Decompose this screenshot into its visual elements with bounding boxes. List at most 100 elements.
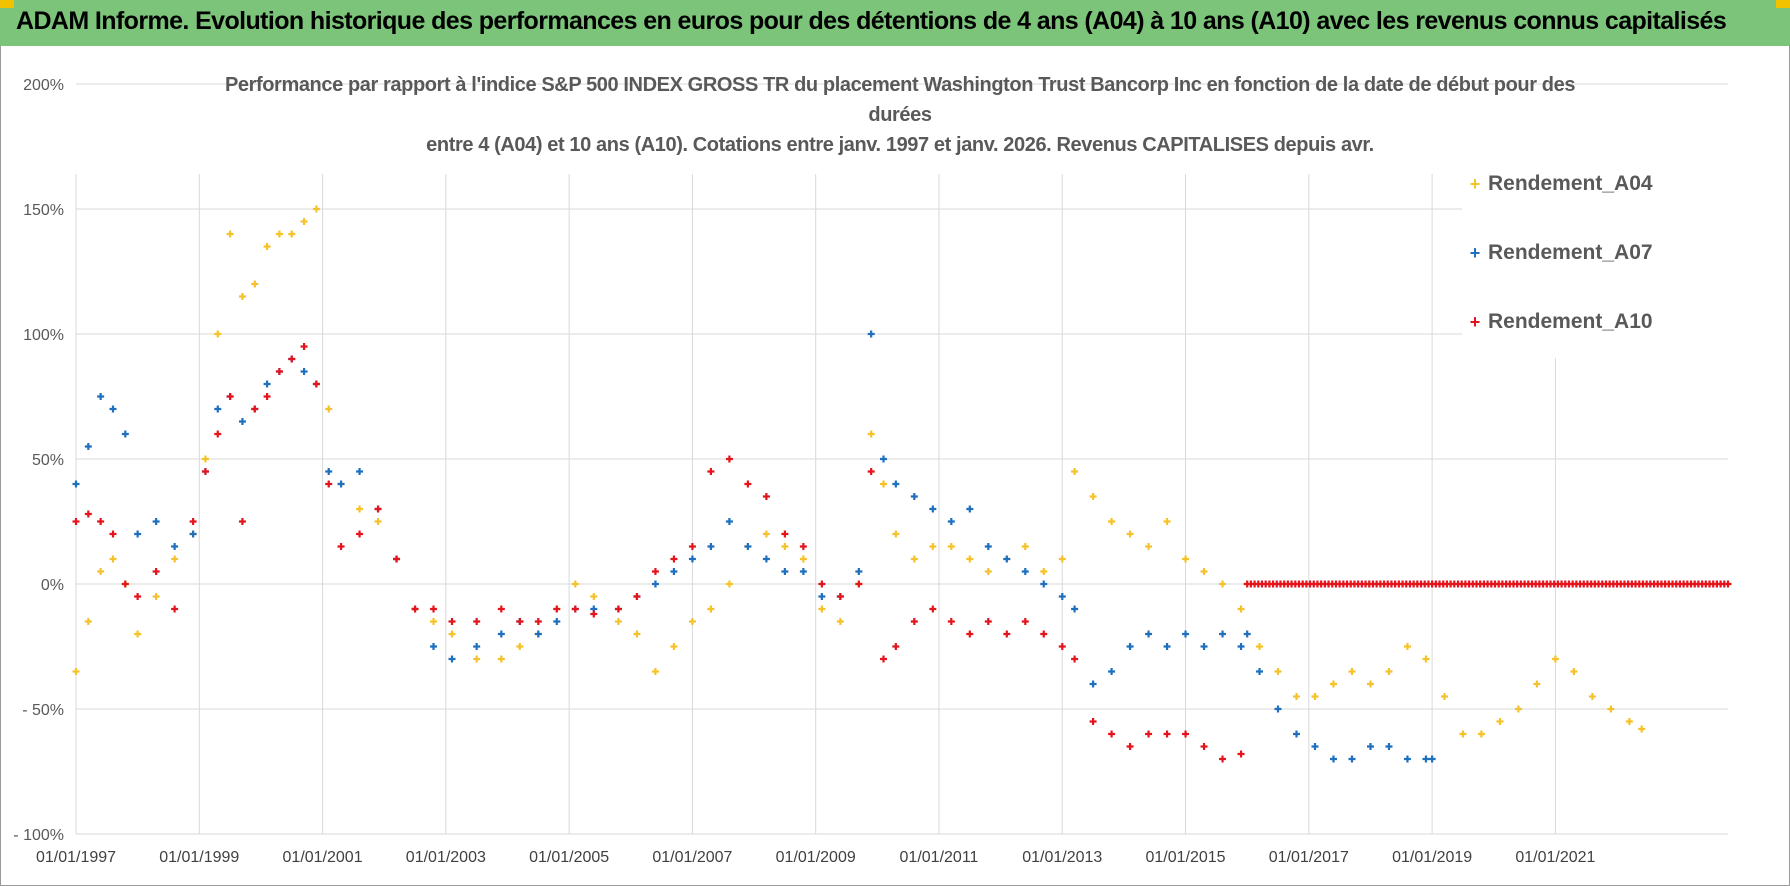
series-1-point-56 — [1003, 555, 1011, 563]
series-2-point-24 — [411, 605, 419, 613]
series-0-point-29 — [516, 643, 524, 650]
series-0-point-80 — [1440, 693, 1448, 700]
series-0-point-71 — [1274, 668, 1282, 675]
series-1-point-47 — [855, 568, 863, 575]
series-1-point-38 — [688, 555, 696, 563]
series-2-point-45 — [818, 580, 826, 588]
series-0-point-85 — [1533, 680, 1541, 688]
series-0-point-1 — [84, 618, 92, 625]
series-1-point-55 — [984, 543, 992, 550]
series-0-point-59 — [1058, 555, 1066, 563]
series-2-point-42 — [762, 493, 770, 500]
series-2-point-61 — [1089, 718, 1097, 725]
x-tick-label-12: 01/01/2021 — [1515, 849, 1595, 866]
series-1-point-74 — [1311, 743, 1319, 750]
series-1-point-45 — [818, 593, 826, 600]
series-2-point-7 — [171, 605, 179, 613]
series-1-point-50 — [892, 480, 900, 488]
series-0-point-18 — [312, 205, 320, 213]
x-tick-label-5: 01/01/2007 — [652, 849, 732, 866]
legend-label-a04: Rendement_A04 — [1488, 172, 1653, 195]
series-2-point-59 — [1058, 643, 1066, 650]
series-1-point-5 — [134, 530, 142, 538]
series-1-point-49 — [880, 455, 888, 463]
series-1-point-62 — [1108, 668, 1116, 675]
series-0-point-87 — [1570, 668, 1578, 675]
series-0-point-21 — [356, 505, 364, 513]
series-2-point-33 — [590, 610, 598, 618]
series-1-point-41 — [744, 543, 752, 550]
series-2-point-48 — [867, 468, 875, 475]
series-2-point-4 — [121, 580, 129, 588]
x-tick-label-6: 01/01/2009 — [776, 849, 856, 866]
y-tick-label-4: 0% — [41, 577, 64, 594]
series-1-point-64 — [1145, 630, 1153, 638]
series-1-point-44 — [799, 568, 807, 575]
series-1-point-73 — [1293, 730, 1301, 738]
series-2-point-5 — [134, 593, 142, 600]
series-1-point-14 — [263, 380, 271, 388]
series-0-point-13 — [251, 280, 259, 288]
series-1-point-7 — [171, 543, 179, 550]
series-2-point-17 — [300, 343, 308, 350]
series-0-point-91 — [1638, 725, 1646, 733]
series-0-point-86 — [1551, 655, 1559, 663]
series-1-point-19 — [325, 468, 333, 475]
series-1-point-39 — [707, 543, 715, 550]
series-0-point-83 — [1496, 718, 1504, 725]
series-2-point-1 — [84, 510, 92, 518]
series-2-point-54 — [966, 630, 974, 638]
series-0-point-84 — [1514, 705, 1522, 713]
series-1-point-65 — [1163, 643, 1171, 650]
corner-marker-left — [0, 0, 14, 8]
series-1-point-63 — [1126, 643, 1134, 650]
series-0-point-25 — [430, 618, 438, 625]
series-0-point-15 — [275, 230, 283, 238]
series-3-point-130 — [1724, 580, 1732, 588]
series-1-point-10 — [214, 405, 222, 413]
series-0-point-10 — [214, 330, 222, 338]
series-2-point-36 — [651, 568, 659, 575]
series-0-point-62 — [1108, 518, 1116, 525]
series-1-point-2 — [97, 393, 105, 400]
series-2-point-16 — [288, 355, 296, 363]
series-0-point-57 — [1021, 543, 1029, 550]
series-2-point-23 — [393, 555, 401, 563]
series-0-point-58 — [1040, 568, 1048, 575]
series-0-point-69 — [1237, 605, 1245, 613]
series-0-point-35 — [633, 630, 641, 638]
y-tick-label-2: 100% — [23, 327, 64, 344]
series-1-point-81 — [1428, 755, 1436, 763]
report-banner: ADAM Informe. Evolution historique des p… — [0, 0, 1790, 46]
report-title: ADAM Informe. Evolution historique des p… — [16, 7, 1727, 35]
series-2-point-11 — [226, 393, 234, 400]
series-1-point-54 — [966, 505, 974, 513]
series-2-point-69 — [1237, 750, 1245, 758]
series-1-point-30 — [534, 630, 542, 638]
series-2-point-44 — [799, 543, 807, 550]
series-0-point-89 — [1607, 705, 1615, 713]
series-2-point-6 — [152, 568, 160, 575]
series-2-point-19 — [325, 480, 333, 488]
y-tick-label-0: 200% — [23, 77, 64, 94]
x-tick-label-3: 01/01/2003 — [406, 849, 486, 866]
x-tick-label-1: 01/01/1999 — [159, 849, 239, 866]
series-2-point-2 — [97, 518, 105, 525]
series-1-point-43 — [781, 568, 789, 575]
series-1-point-68 — [1219, 630, 1227, 638]
series-1-point-0 — [72, 480, 80, 488]
series-0-point-76 — [1366, 680, 1374, 688]
legend-item-a04: + Rendement_A04 — [1462, 172, 1653, 202]
series-2-point-27 — [473, 618, 481, 625]
series-2-point-47 — [855, 580, 863, 588]
x-tick-label-4: 01/01/2005 — [529, 849, 609, 866]
series-1-point-72 — [1274, 705, 1282, 713]
series-2-point-8 — [189, 518, 197, 525]
y-tick-label-3: 50% — [32, 452, 64, 469]
legend-label-a07: Rendement_A07 — [1488, 241, 1653, 264]
y-tick-label-6: - 100% — [13, 827, 64, 844]
legend-marker-a04: + — [1469, 174, 1481, 194]
series-1-point-40 — [725, 518, 733, 525]
series-0-point-74 — [1329, 680, 1337, 688]
